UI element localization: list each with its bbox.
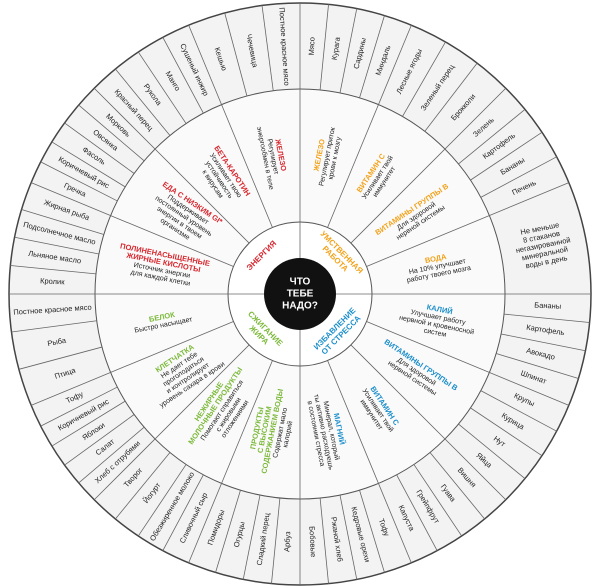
food-label: Рыба bbox=[47, 335, 68, 348]
nutrient-divider bbox=[327, 360, 412, 564]
food-divider bbox=[458, 423, 526, 479]
food-divider bbox=[480, 390, 557, 432]
food-divider bbox=[359, 490, 385, 573]
food-label: Курага bbox=[330, 36, 342, 61]
food-divider bbox=[78, 426, 145, 484]
food-divider bbox=[396, 474, 438, 551]
food-divider bbox=[40, 161, 118, 202]
nutrient-divider bbox=[93, 87, 250, 244]
food-divider bbox=[413, 464, 463, 537]
nutrient-divider bbox=[30, 321, 234, 406]
food-divider bbox=[319, 497, 329, 584]
nutrient-name: ВОДА bbox=[424, 252, 448, 265]
food-divider bbox=[10, 265, 97, 275]
food-label: Мясо bbox=[307, 37, 317, 56]
food-label: Кролик bbox=[40, 276, 66, 286]
label-group: Бананы bbox=[534, 300, 561, 310]
food-divider bbox=[402, 41, 446, 117]
center-title: НАДО? bbox=[282, 301, 318, 312]
food-divider bbox=[429, 452, 485, 520]
food-divider bbox=[424, 62, 478, 132]
food-divider bbox=[359, 15, 385, 98]
food-divider bbox=[480, 156, 557, 198]
food-divider bbox=[14, 236, 100, 255]
food-divider bbox=[162, 474, 204, 551]
food-divider bbox=[78, 104, 145, 162]
label-group: Бобовые bbox=[307, 526, 318, 558]
food-divider bbox=[496, 353, 579, 379]
food-divider bbox=[11, 320, 97, 333]
food-divider bbox=[115, 452, 171, 520]
food-divider bbox=[18, 346, 103, 370]
food-divider bbox=[470, 407, 543, 457]
center-title: ЧТО bbox=[290, 277, 311, 288]
label-group: Арбуз bbox=[282, 531, 292, 552]
nutrient-divider bbox=[350, 344, 507, 501]
food-divider bbox=[215, 490, 241, 573]
food-divider bbox=[271, 497, 281, 584]
food-divider bbox=[51, 141, 126, 188]
label-group: Мясо bbox=[307, 37, 317, 56]
food-divider bbox=[242, 494, 261, 580]
food-divider bbox=[339, 494, 358, 580]
label-group: Курага bbox=[330, 36, 342, 61]
nutrient-divider bbox=[350, 87, 507, 244]
nutrient-divider bbox=[93, 344, 250, 501]
food-divider bbox=[319, 4, 329, 91]
food-divider bbox=[137, 464, 187, 537]
food-label: Арбуз bbox=[282, 531, 292, 552]
food-divider bbox=[64, 122, 135, 174]
nutrient-divider bbox=[366, 182, 570, 267]
food-divider bbox=[224, 12, 248, 97]
food-divider bbox=[115, 68, 171, 136]
food-label: Бананы bbox=[534, 300, 561, 310]
food-divider bbox=[51, 400, 126, 447]
food-divider bbox=[21, 209, 104, 235]
food-divider bbox=[503, 313, 590, 323]
nutrient-description: систем bbox=[423, 327, 447, 338]
food-divider bbox=[500, 333, 586, 352]
nutrient-divider bbox=[366, 321, 570, 406]
food-divider bbox=[137, 51, 187, 124]
food-divider bbox=[470, 131, 543, 181]
food-divider bbox=[261, 5, 274, 91]
nutrient-divider bbox=[30, 182, 234, 267]
food-divider bbox=[40, 386, 118, 427]
nutrient-divider bbox=[188, 24, 273, 228]
food-divider bbox=[339, 8, 358, 94]
food-label: Бобовые bbox=[307, 526, 318, 558]
food-divider bbox=[64, 414, 135, 466]
food-divider bbox=[458, 109, 526, 165]
label-group: Рыба bbox=[47, 335, 68, 348]
nutrient-divider bbox=[327, 24, 412, 228]
food-divider bbox=[162, 37, 204, 114]
nutrient-divider bbox=[188, 360, 273, 564]
center-title: ТЕБЕ bbox=[287, 289, 314, 300]
center-badge bbox=[264, 258, 336, 330]
label-group: Кролик bbox=[40, 276, 66, 286]
